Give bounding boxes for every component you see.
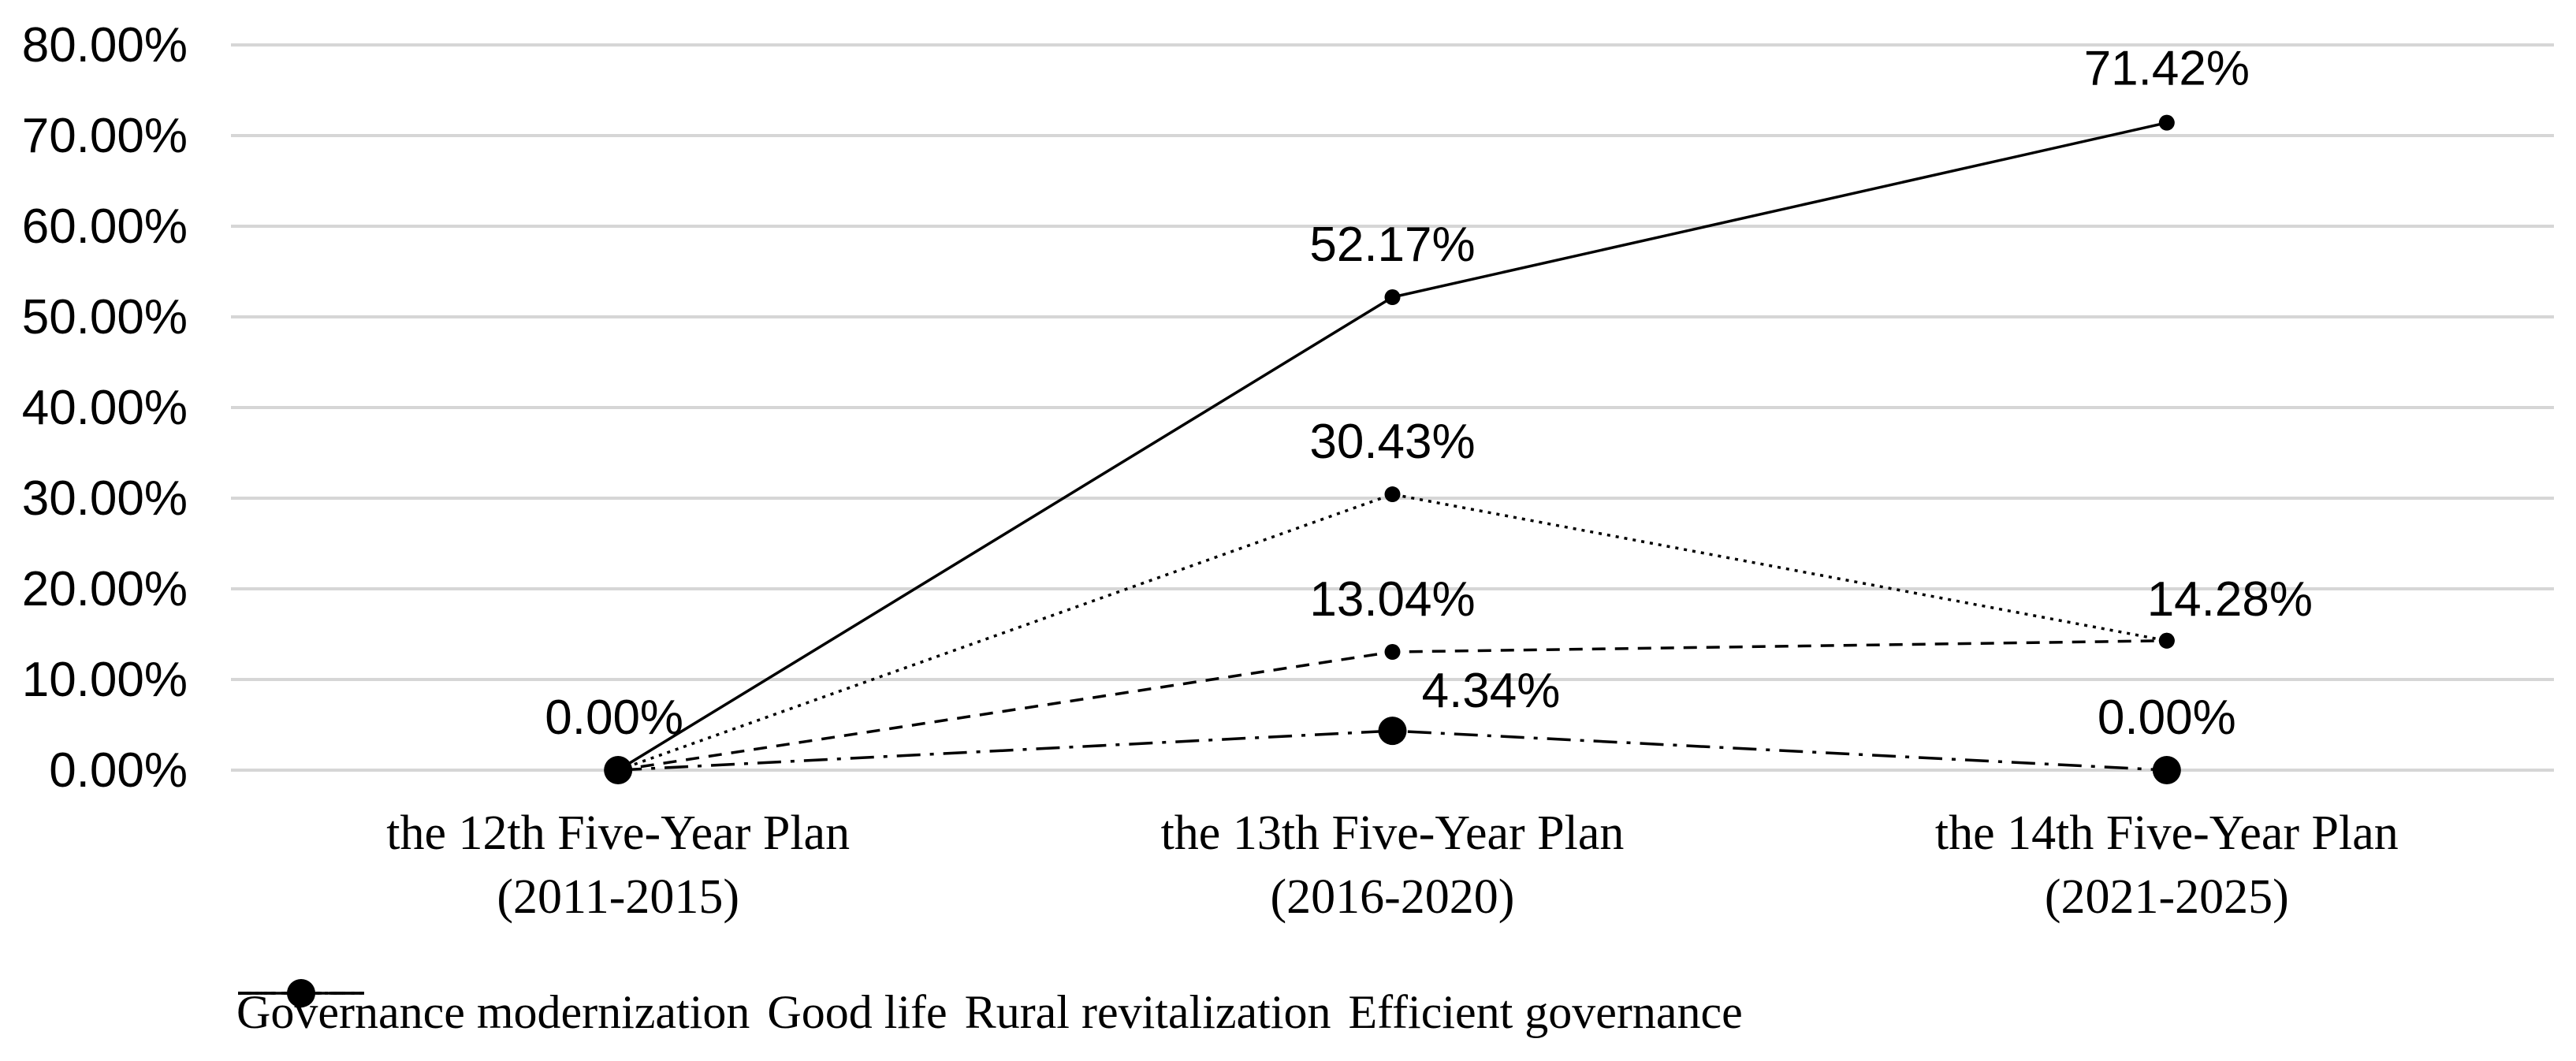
y-axis-tick-label: 70.00%: [22, 109, 188, 163]
legend-item-rural-revitalization: Rural revitalization: [238, 985, 1331, 1038]
y-axis-tick-label: 80.00%: [22, 18, 188, 73]
x-axis-category-label: the 13th Five-Year Plan: [1161, 806, 1625, 860]
y-axis-tick-label: 30.00%: [22, 471, 188, 526]
data-label: 14.28%: [2147, 572, 2313, 627]
data-point-marker: [1384, 644, 1401, 661]
series-path: [617, 639, 2167, 772]
gridlines: [231, 43, 2554, 772]
legend-item-label: Good life: [767, 986, 947, 1038]
data-point-marker: [2158, 114, 2175, 131]
data-label: 0.00%: [2098, 691, 2236, 745]
data-label: 30.43%: [1309, 415, 1475, 469]
x-axis: the 12th Five-Year Plan (2011-2015) the 13…: [386, 806, 2398, 924]
y-axis-tick-label: 40.00%: [22, 381, 188, 435]
legend-item-efficient-governance: Efficient governance: [238, 979, 1743, 1038]
legend: Governance modernization Good life Rural r…: [236, 976, 1743, 1048]
y-axis-tick-label: 60.00%: [22, 199, 188, 254]
data-label: 13.04%: [1309, 572, 1475, 627]
data-point-marker: [1384, 486, 1401, 503]
series-rural-revitalization: [610, 632, 2175, 778]
y-axis-tick-label: 20.00%: [22, 562, 188, 616]
data-point-marker: [604, 756, 633, 784]
y-axis-tick-label: 0.00%: [49, 743, 188, 798]
x-axis-category-sublabel: (2021-2025): [2045, 870, 2289, 924]
x-axis-category-label: the 14th Five-Year Plan: [1935, 806, 2399, 860]
y-axis-tick-label: 50.00%: [22, 290, 188, 344]
legend-dash-dot-line-marker-icon: [238, 979, 364, 1007]
legend-item-good-life: Good life: [238, 985, 947, 1038]
series-efficient-governance: [604, 717, 2181, 784]
data-label: 52.17%: [1309, 218, 1475, 272]
x-axis-category-sublabel: (2011-2015): [497, 870, 739, 924]
legend-item-label: Rural revitalization: [964, 986, 1331, 1038]
data-point-marker: [2158, 632, 2175, 649]
data-point-marker: [2152, 756, 2181, 784]
legend-swatch-marker: [287, 979, 315, 1007]
y-axis-tick-label: 10.00%: [22, 653, 188, 707]
data-label: 0.00%: [545, 691, 683, 745]
legend-item-label: Governance modernization: [236, 986, 750, 1038]
y-axis: 0.00% 10.00% 20.00% 30.00% 40.00% 50.00% 60.00…: [22, 18, 188, 798]
x-axis-category-sublabel: (2016-2020): [1271, 870, 1515, 924]
data-point-marker: [1384, 289, 1401, 306]
data-label: 71.42%: [2084, 42, 2250, 96]
data-label: 4.34%: [1422, 664, 1561, 718]
legend-item-label: Efficient governance: [1348, 986, 1743, 1038]
data-point-marker: [1378, 717, 1407, 746]
data-labels: 0.00% 52.17% 30.43% 13.04% 4.34% 71.42% 14.28%…: [545, 42, 2313, 745]
x-axis-category-label: the 12th Five-Year Plan: [386, 806, 850, 860]
series-path: [618, 729, 2167, 772]
